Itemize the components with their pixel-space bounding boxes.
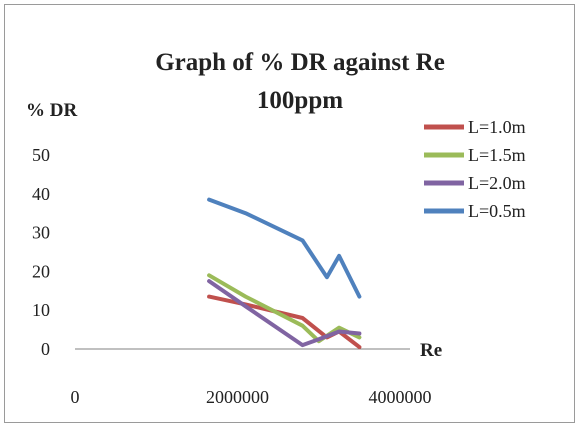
y-axis-label: % DR xyxy=(26,100,77,121)
y-tick-label: 20 xyxy=(32,261,50,281)
chart-subtitle: 100ppm xyxy=(257,87,343,114)
legend-label: L=1.5m xyxy=(468,145,526,165)
x-tick-label: 2000000 xyxy=(206,387,269,407)
x-tick-label: 0 xyxy=(71,387,80,407)
chart-frame xyxy=(4,4,575,423)
series-line-L=1.0m xyxy=(207,294,362,350)
legend-label: L=1.0m xyxy=(468,117,526,137)
y-tick-label: 0 xyxy=(41,339,50,359)
legend: L=1.0m L=1.5m L=2.0m L=0.5m xyxy=(424,117,526,221)
y-tick-label: 10 xyxy=(32,300,50,320)
legend-label: L=0.5m xyxy=(468,201,526,221)
chart-title: Graph of % DR against Re xyxy=(155,49,445,76)
x-axis-label: Re xyxy=(420,340,442,361)
series-line-L=0.5m xyxy=(207,197,362,299)
x-tick-label: 4000000 xyxy=(369,387,432,407)
y-tick-label: 40 xyxy=(32,184,50,204)
y-tick-label: 50 xyxy=(32,145,50,165)
legend-label: L=2.0m xyxy=(468,173,526,193)
series-line-L=2.0m xyxy=(207,279,362,348)
ticks-layer: 0 10 20 30 40 50 0 2000000 4000000 xyxy=(32,145,432,407)
series-layer xyxy=(207,197,362,350)
series-line-L=1.5m xyxy=(207,273,362,344)
y-tick-label: 30 xyxy=(32,223,50,243)
